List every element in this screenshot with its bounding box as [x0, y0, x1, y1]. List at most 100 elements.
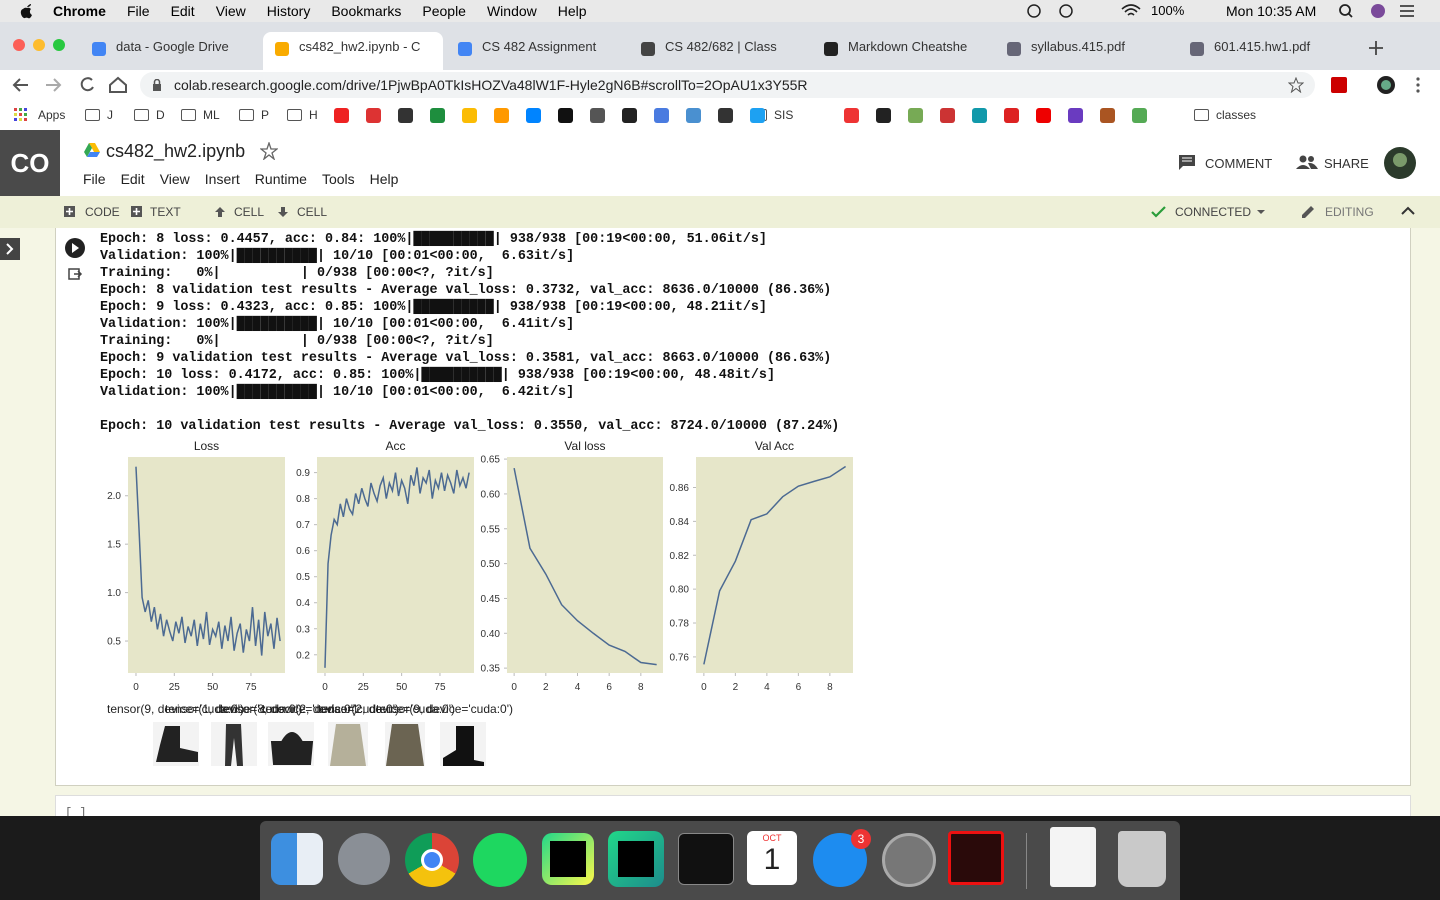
bookmark-icon[interactable] — [686, 108, 701, 123]
bookmark[interactable]: D — [156, 108, 165, 122]
menu-item[interactable]: People — [422, 3, 466, 19]
calendar-month: OCT — [762, 833, 782, 843]
menu-item[interactable]: Window — [486, 3, 537, 19]
menu-item[interactable]: Help — [557, 3, 587, 19]
omnibox[interactable]: colab.research.google.com/drive/1PjwBpA0… — [140, 72, 1315, 98]
tab[interactable]: cs482_hw2.ipynb - C — [263, 32, 443, 70]
bookmark-icon[interactable] — [494, 108, 509, 123]
clion-icon[interactable] — [608, 831, 664, 887]
connection-status[interactable]: CONNECTED — [1175, 205, 1252, 219]
move-cell-up[interactable]: CELL — [234, 205, 265, 219]
bookmark-icon[interactable] — [972, 108, 987, 123]
launchpad-icon[interactable] — [338, 833, 390, 885]
output-line: Epoch: 9 loss: 0.4323, acc: 0.85: 100%|█… — [100, 300, 767, 315]
bookmark-icon[interactable] — [718, 108, 733, 123]
url[interactable]: colab.research.google.com/drive/1PjwBpA0… — [174, 77, 808, 93]
bookmark[interactable]: H — [309, 108, 318, 122]
notebook-menu-item[interactable]: File — [83, 171, 106, 187]
tab[interactable]: syllabus.415.pdf — [1031, 39, 1125, 54]
bookmark[interactable]: Apps — [38, 108, 66, 122]
bookmark-icon[interactable] — [462, 108, 477, 123]
terminal-icon[interactable] — [678, 833, 734, 885]
bookmark[interactable]: SIS — [774, 108, 794, 122]
menu-item[interactable]: History — [266, 3, 311, 19]
bookmark-icon[interactable] — [622, 108, 637, 123]
bookmark-icon[interactable] — [844, 108, 859, 123]
folder-icon — [239, 109, 254, 121]
add-code-button[interactable]: CODE — [85, 205, 120, 219]
window-controls[interactable] — [12, 38, 72, 52]
star-icon[interactable] — [1288, 77, 1304, 93]
bookmark-icon[interactable] — [398, 108, 413, 123]
bookmark-icon[interactable] — [750, 108, 765, 123]
bookmark[interactable]: P — [261, 108, 270, 122]
colab-logo[interactable]: CO — [0, 130, 60, 196]
avatar[interactable] — [1383, 146, 1417, 180]
add-text-button[interactable]: TEXT — [150, 205, 181, 219]
bookmark-icon[interactable] — [334, 108, 349, 123]
spotify-icon[interactable] — [473, 833, 527, 887]
tab-favicon — [275, 42, 289, 56]
bookmark-icon[interactable] — [1036, 108, 1051, 123]
bookmark-icon[interactable] — [654, 108, 669, 123]
bookmark[interactable]: J — [107, 108, 113, 122]
bookmark-icon[interactable] — [558, 108, 573, 123]
move-cell-down[interactable]: CELL — [297, 205, 328, 219]
document-icon[interactable] — [1050, 827, 1096, 887]
mode-status[interactable]: EDITING — [1325, 205, 1374, 219]
tab[interactable]: CS 482/682 | Class — [665, 39, 777, 54]
pycharm-icon[interactable] — [542, 833, 594, 885]
menu-item[interactable]: View — [215, 3, 246, 19]
star-icon[interactable] — [260, 142, 278, 160]
clock[interactable]: Mon 10:35 AM — [1226, 3, 1317, 19]
bookmark[interactable]: ML — [203, 108, 220, 122]
collapse-icon[interactable] — [1401, 206, 1415, 216]
bookmark-icon[interactable] — [1132, 108, 1147, 123]
notebook-menu-item[interactable]: Insert — [204, 171, 240, 187]
nav-buttons[interactable] — [10, 75, 130, 95]
extension-icons[interactable] — [1328, 75, 1432, 95]
notebook-menu-item[interactable]: Edit — [120, 171, 145, 187]
bookmark-icon[interactable] — [1004, 108, 1019, 123]
bookmark-icon[interactable] — [526, 108, 541, 123]
menu-item[interactable]: Bookmarks — [331, 3, 402, 19]
sidebar-toggle[interactable] — [0, 238, 20, 260]
bookmark-icon[interactable] — [1068, 108, 1083, 123]
menu-item[interactable]: Edit — [170, 3, 195, 19]
share-button[interactable]: SHARE — [1324, 156, 1369, 171]
bookmark-icon[interactable] — [366, 108, 381, 123]
notebook-name[interactable]: cs482_hw2.ipynb — [106, 141, 246, 161]
bookmark-icon[interactable] — [590, 108, 605, 123]
menu-bar: Chrome File Edit View History Bookmarks Peopl… — [0, 0, 1440, 22]
notebook-menu-item[interactable]: Runtime — [254, 171, 307, 187]
calendar-icon[interactable]: OCT 1 — [747, 831, 797, 885]
apple-logo[interactable] — [20, 3, 34, 19]
menu-item[interactable]: File — [127, 3, 150, 19]
bookmark[interactable]: classes — [1216, 108, 1257, 122]
acrobat-icon[interactable] — [948, 831, 1004, 885]
trash-icon[interactable] — [1118, 831, 1166, 887]
bookmark-icon[interactable] — [908, 108, 923, 123]
bookmark-icon[interactable] — [876, 108, 891, 123]
cell-controls[interactable] — [64, 237, 88, 287]
new-tab-button[interactable] — [1368, 40, 1384, 56]
tab[interactable]: Markdown Cheatshe — [848, 39, 968, 54]
notebook-menu-item[interactable]: View — [159, 171, 190, 187]
chrome-icon[interactable] — [405, 833, 459, 887]
tab[interactable]: data - Google Drive — [116, 39, 229, 54]
notebook-menu-item[interactable]: Tools — [321, 171, 355, 187]
bookmark-icon[interactable] — [940, 108, 955, 123]
finder-icon[interactable] — [271, 833, 323, 885]
tab[interactable]: CS 482 Assignment — [482, 39, 597, 54]
bookmark-icon[interactable] — [1100, 108, 1115, 123]
comment-button[interactable]: COMMENT — [1205, 156, 1273, 171]
tab[interactable]: 601.415.hw1.pdf — [1214, 39, 1311, 54]
app-name[interactable]: Chrome — [53, 3, 106, 19]
folder-icon — [1194, 109, 1209, 121]
status-icons — [1027, 4, 1073, 18]
bookmark-icon[interactable] — [430, 108, 445, 123]
cell-output: Epoch: 8 loss: 0.4457, acc: 0.84: 100%|█… — [100, 231, 831, 401]
notebook-menu-item[interactable]: Help — [369, 171, 399, 187]
system-preferences-icon[interactable] — [882, 833, 936, 887]
apps-icon — [14, 108, 27, 121]
